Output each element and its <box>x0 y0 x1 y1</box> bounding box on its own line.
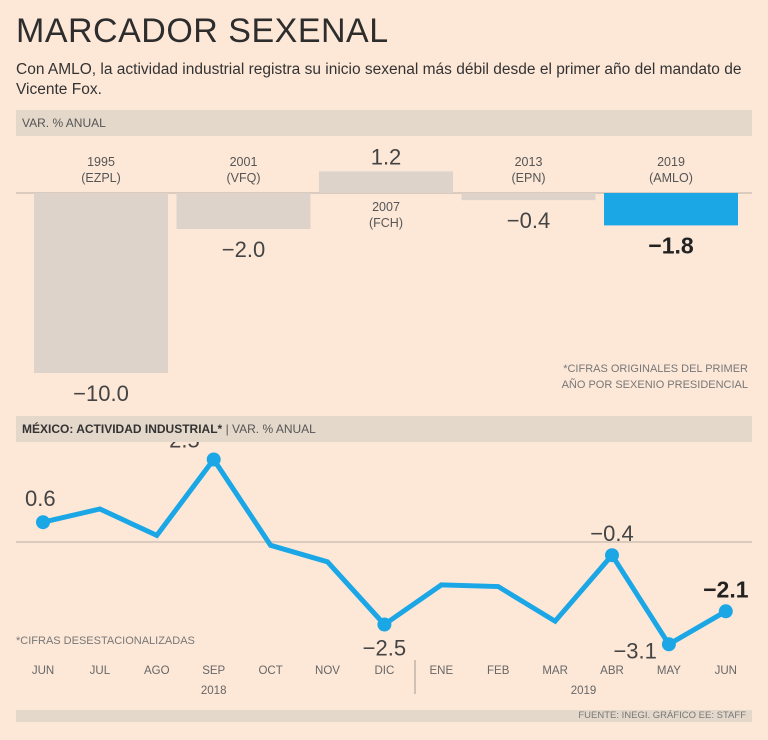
bar-year-label: 2019 <box>657 155 685 169</box>
data-point-marker <box>377 617 392 632</box>
month-tick-label: DIC <box>374 665 394 677</box>
line-chart-title: MÉXICO: ACTIVIDAD INDUSTRIAL* <box>22 422 223 436</box>
month-tick-label: AGO <box>144 665 170 677</box>
year-label: 2018 <box>201 685 227 697</box>
bar-value-label: −10.0 <box>73 381 129 406</box>
month-tick-label: ENE <box>429 665 453 677</box>
industrial-activity-line <box>42 455 728 648</box>
line-value-label: 2.5 <box>169 442 200 453</box>
year-label: 2019 <box>571 685 597 697</box>
bar-chart-band: VAR. % ANUAL <box>16 110 752 136</box>
bar-year-label: 2013 <box>515 155 543 169</box>
line-chart: 0.6 2.5 −2.5 −0.4 −3.1 −2.1 JUN JUL AGO SEP OCT NOV… <box>16 442 752 697</box>
line-value-label: −0.4 <box>590 521 633 546</box>
line-value-label: −2.1 <box>703 576 749 602</box>
source-label: FUENTE: INEGI. GRÁFICO EE: STAFF <box>578 710 746 721</box>
bar-chart: 1995 (EZPL) −10.0 2001 (VFQ) −2.0 2007 (FCH) 1.2… <box>16 144 752 406</box>
bar-value-label: −1.8 <box>648 232 694 258</box>
line-value-label: 0.6 <box>25 486 56 511</box>
month-tick-label: MAY <box>657 665 681 677</box>
month-tick-label: ABR <box>600 665 624 677</box>
line-value-label: −3.1 <box>613 638 656 663</box>
chart-subtitle: Con AMLO, la actividad industrial regist… <box>16 61 742 98</box>
data-point-marker <box>718 604 733 619</box>
month-tick-label: SEP <box>202 665 225 677</box>
line-value-label: −2.5 <box>363 636 406 661</box>
bar-2001 <box>176 193 311 229</box>
bar-name-label: (FCH) <box>369 216 403 230</box>
bar-value-label: −2.0 <box>222 237 265 262</box>
data-point-marker <box>206 452 221 467</box>
bar-chart-unit-label: VAR. % ANUAL <box>22 116 106 130</box>
bar-value-label: 1.2 <box>371 144 402 169</box>
month-tick-label: FEB <box>487 665 510 677</box>
bar-2013 <box>461 193 596 201</box>
month-tick-label: OCT <box>258 665 282 677</box>
data-point-marker <box>36 515 50 530</box>
data-point-marker <box>605 548 619 563</box>
bar-chart-note: *CIFRAS ORIGINALES DEL PRIMER <box>563 363 748 375</box>
month-tick-label: NOV <box>315 665 340 677</box>
month-tick-label: JUN <box>32 665 54 677</box>
data-point-marker <box>661 637 676 652</box>
line-chart-unit-label: | VAR. % ANUAL <box>222 422 316 436</box>
chart-title: MARCADOR SEXENAL <box>16 12 389 50</box>
month-tick-label: MAR <box>542 665 568 677</box>
month-tick-label: JUN <box>715 665 737 677</box>
line-chart-band: MÉXICO: ACTIVIDAD INDUSTRIAL* | VAR. % A… <box>16 416 752 442</box>
bar-year-label: 2007 <box>372 200 400 214</box>
bar-chart-note: AÑO POR SEXENIO PRESIDENCIAL <box>562 378 748 391</box>
month-tick-label: JUL <box>90 665 111 677</box>
bar-name-label: (EPN) <box>511 171 545 185</box>
bar-name-label: (EZPL) <box>81 171 121 185</box>
bar-year-label: 2001 <box>230 155 258 169</box>
bar-name-label: (AMLO) <box>649 171 693 185</box>
bar-2007 <box>319 171 453 193</box>
bar-1995 <box>34 193 168 373</box>
source-band: FUENTE: INEGI. GRÁFICO EE: STAFF <box>16 710 752 722</box>
line-chart-note: *CIFRAS DESESTACIONALIZADAS <box>16 635 195 647</box>
bar-year-label: 1995 <box>87 155 115 169</box>
bar-2019 <box>604 193 738 226</box>
bar-value-label: −0.4 <box>507 208 550 233</box>
bar-name-label: (VFQ) <box>226 171 260 185</box>
